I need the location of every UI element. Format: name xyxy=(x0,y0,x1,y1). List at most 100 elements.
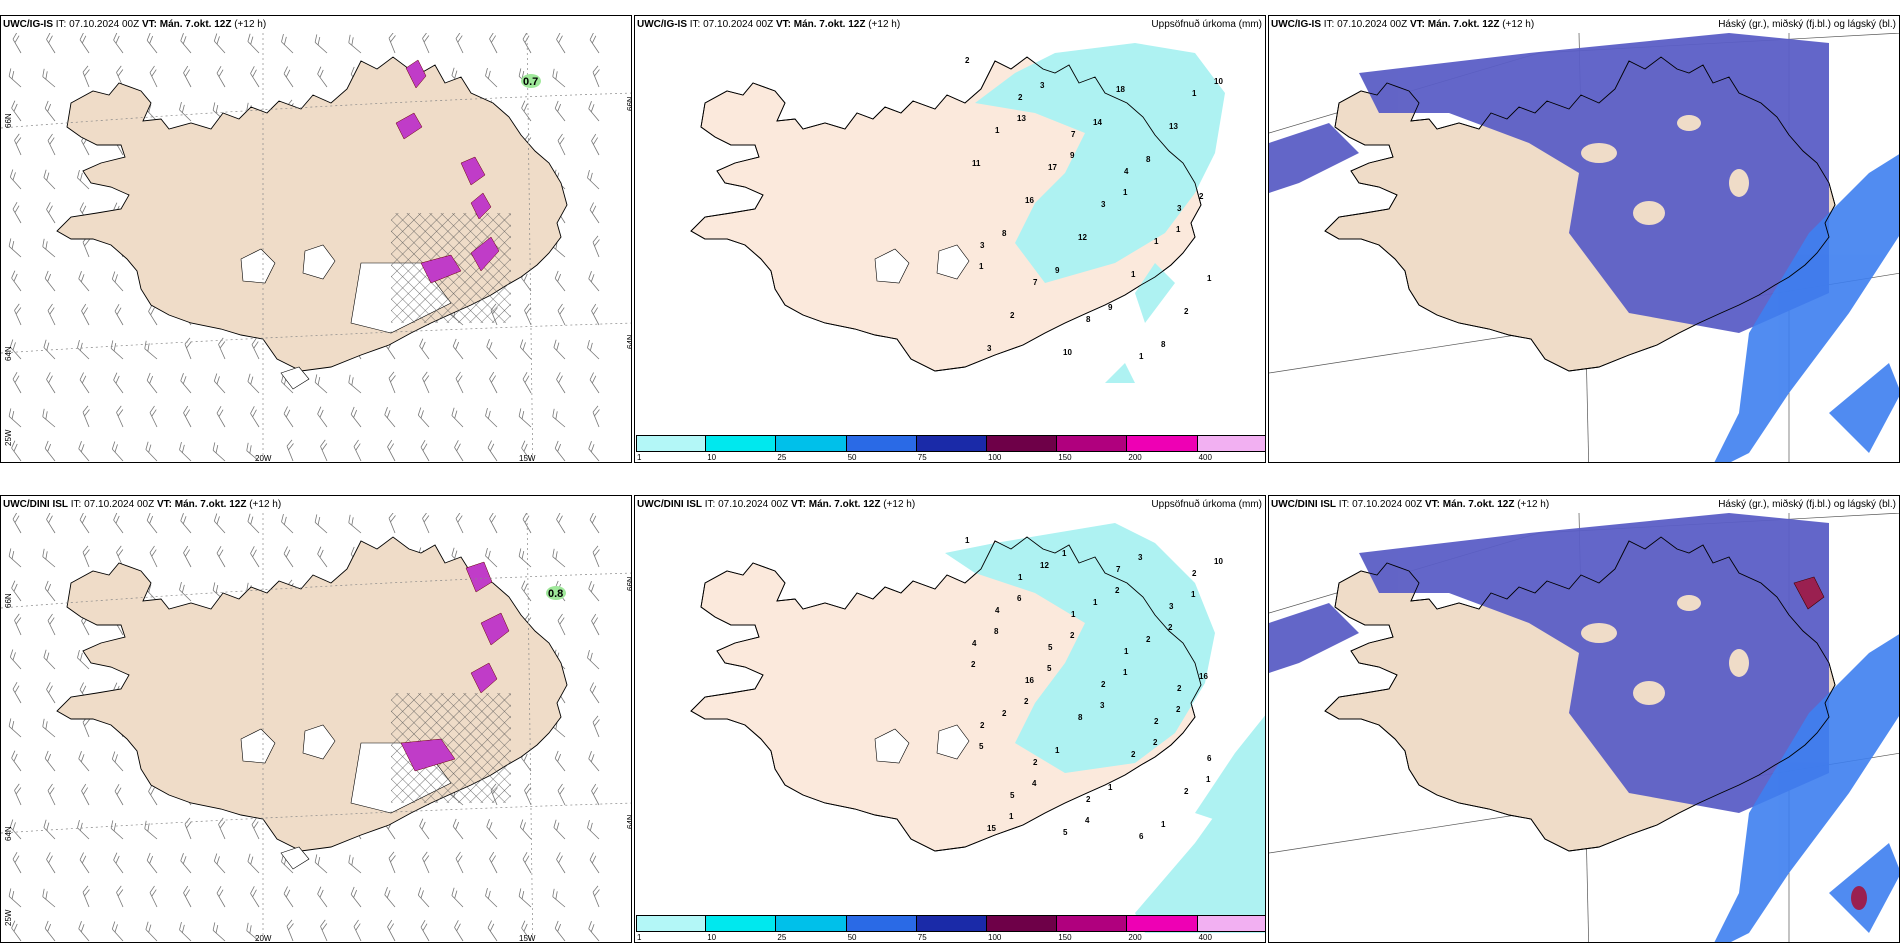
wind-barb xyxy=(12,513,22,534)
precip-amount-label: 1 xyxy=(1131,270,1136,279)
colorbar-label: 400 xyxy=(1198,933,1212,942)
precip-amount-label: 2 xyxy=(1168,623,1173,632)
lead-time: (+12 h) xyxy=(234,19,267,30)
precip-amount-label: 16 xyxy=(1025,676,1034,685)
wind-barb xyxy=(384,887,396,908)
wind-barb xyxy=(251,337,260,360)
marker-bubble xyxy=(546,586,566,600)
wind-barb xyxy=(589,372,600,394)
colorbar-swatch xyxy=(846,435,917,452)
wind-barb xyxy=(283,546,294,568)
it-label: IT: xyxy=(55,19,67,30)
wind-barb xyxy=(77,819,90,840)
marker-value: 0.8 xyxy=(548,588,563,600)
wind-barb xyxy=(489,851,498,874)
lat-label-66: 66N xyxy=(4,113,13,128)
precip-areas xyxy=(945,523,1265,933)
precip-amount-label: 3 xyxy=(1138,553,1143,562)
colorbar xyxy=(636,435,1265,452)
precip-amount-label: 1 xyxy=(1192,89,1197,98)
wind-barb xyxy=(552,408,566,428)
wind-barb xyxy=(116,405,124,428)
wind-barb xyxy=(588,921,600,942)
cloud-map xyxy=(1269,513,1899,942)
wind-barb xyxy=(9,819,22,840)
wind-barb xyxy=(524,783,532,806)
init-time: 07.10.2024 00Z xyxy=(84,499,155,510)
precip-amount-label: 8 xyxy=(1146,155,1151,164)
precip-amount-label: 8 xyxy=(1161,340,1166,349)
lat-label-66-right: 66N xyxy=(626,96,632,111)
coastline xyxy=(1324,536,1836,852)
colorbar-label: 10 xyxy=(707,453,717,462)
colorbar-swatch xyxy=(706,435,777,452)
wind-barb xyxy=(320,919,328,942)
init-time: 07.10.2024 00Z xyxy=(1352,499,1423,510)
wind-barb xyxy=(213,33,226,54)
wind-barb xyxy=(247,33,260,54)
valid-time: Mán. 7.okt. 12Z xyxy=(159,19,232,30)
model-name: UWC/DINI ISL xyxy=(637,499,702,510)
wind-barb xyxy=(47,783,56,806)
wind-barb xyxy=(47,133,56,156)
wind-barb xyxy=(183,885,192,908)
precip-amount-label: 2 xyxy=(1024,697,1029,706)
wind-barb xyxy=(591,613,600,636)
wind-barb xyxy=(42,888,56,908)
wind-barb xyxy=(78,921,90,942)
precip-amount-label: 2 xyxy=(1176,705,1181,714)
wind-barb xyxy=(44,750,56,772)
wind-barb xyxy=(522,513,532,534)
wind-barb xyxy=(422,513,430,534)
precip-areas xyxy=(975,43,1225,383)
vt-label: VT: xyxy=(156,499,172,510)
precip-amount-label: 2 xyxy=(1101,680,1106,689)
colorbar-label: 75 xyxy=(917,933,927,942)
precip-amount-label: 2 xyxy=(1010,311,1015,320)
panel-title: UWC/DINI ISL IT: 07.10.2024 00Z VT: Mán.… xyxy=(637,499,915,510)
wind-barb xyxy=(144,340,158,360)
wind-barb xyxy=(12,201,22,224)
wind-barb xyxy=(250,406,260,428)
precip-amount-label: 2 xyxy=(1153,738,1158,747)
wind-barb xyxy=(46,513,56,534)
precip-amount-label: 10 xyxy=(1214,557,1223,566)
precip-amount-label: 10 xyxy=(1063,348,1072,357)
wind-barb xyxy=(455,851,464,874)
colorbar-swatch xyxy=(636,435,707,452)
low-cloud-areas xyxy=(1714,634,1899,942)
wind-barb xyxy=(487,440,498,462)
wind-barb xyxy=(485,407,498,428)
wind-barb xyxy=(247,853,260,874)
coastline xyxy=(690,536,1202,852)
precip-amount-label: 14 xyxy=(1093,118,1102,127)
precip-amount-label: 9 xyxy=(1070,151,1075,160)
wind-barb xyxy=(314,854,328,874)
precip-amount-label: 4 xyxy=(1124,167,1129,176)
wind-barb xyxy=(587,649,600,670)
wind-barb xyxy=(556,852,566,874)
precip-amount-label: 18 xyxy=(1116,85,1125,94)
wind-barb xyxy=(387,439,396,462)
wind-barb xyxy=(314,514,328,534)
lat-label-64-right: 64N xyxy=(626,334,632,349)
wind-barb xyxy=(77,649,90,670)
colorbar-swatch xyxy=(776,915,847,932)
wind-barb xyxy=(149,545,158,568)
wind-barb xyxy=(82,65,90,88)
panel-subtitle: Háský (gr.), miðský (fj.bl.) og lágský (… xyxy=(1718,499,1896,510)
wind-barb xyxy=(213,513,226,534)
precip-amount-label: 2 xyxy=(1131,750,1136,759)
init-time: 07.10.2024 00Z xyxy=(69,19,140,30)
wind-barb xyxy=(14,783,22,806)
wind-barb xyxy=(587,339,600,360)
wind-barb xyxy=(183,545,192,568)
precip-amount-label: 8 xyxy=(1002,229,1007,238)
wind-barb xyxy=(111,751,124,772)
panel-subtitle: Uppsöfnuð úrkoma (mm) xyxy=(1151,499,1262,510)
precip-amount-label: 1 xyxy=(1139,352,1144,361)
wind-barb xyxy=(180,513,192,534)
wind-barb xyxy=(184,817,192,840)
colorbar-swatch xyxy=(1197,435,1265,452)
colorbar-label: 25 xyxy=(777,933,787,942)
